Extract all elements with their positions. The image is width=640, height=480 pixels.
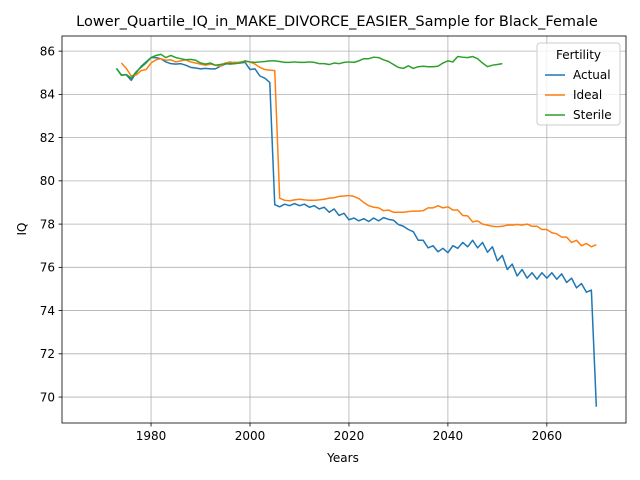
legend-label-actual: Actual (573, 68, 611, 82)
y-tick-label: 78 (40, 217, 55, 231)
y-tick-label: 82 (40, 131, 55, 145)
y-tick-label: 80 (40, 174, 55, 188)
axes-layer: 1980 2000 2020 2040 2060 70 72 74 76 78 80 82 84 86 (40, 35, 627, 443)
y-axis-label: IQ (15, 223, 29, 236)
y-tick-label: 72 (40, 347, 55, 361)
series-line-actual (115, 56, 598, 407)
legend: Fertility Actual Ideal Sterile (536, 42, 621, 126)
x-tick-label: 2040 (433, 429, 464, 443)
legend-label-ideal: Ideal (573, 88, 602, 102)
legend-box (536, 42, 621, 126)
x-tick-label: 2060 (532, 429, 563, 443)
plot-frame (61, 35, 627, 424)
series-line-ideal (120, 57, 597, 248)
y-tick-label: 74 (40, 304, 55, 318)
y-tick-label: 86 (40, 44, 55, 58)
y-tick-label: 70 (40, 390, 55, 404)
y-tick-label: 76 (40, 261, 55, 275)
x-tick-label: 2000 (235, 429, 266, 443)
legend-title: Fertility (556, 48, 601, 62)
x-tick-label: 2020 (334, 429, 365, 443)
x-tick-label: 1980 (136, 429, 167, 443)
series-line-sterile (115, 53, 503, 79)
chart-title: Lower_Quartile_IQ_in_MAKE_DIVORCE_EASIER… (76, 14, 598, 30)
y-tick-label: 84 (40, 88, 55, 102)
series-layer (115, 53, 598, 407)
legend-label-sterile: Sterile (573, 108, 612, 122)
x-axis-label: Years (326, 451, 359, 465)
